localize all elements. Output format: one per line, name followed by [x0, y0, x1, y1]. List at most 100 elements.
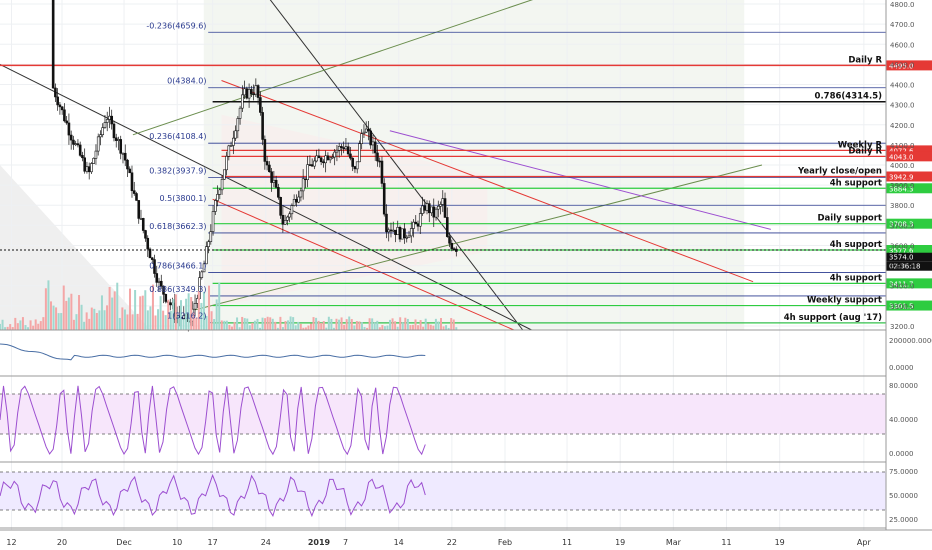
fib-label: 1(3216.2): [167, 312, 206, 321]
candle-body: [153, 259, 156, 274]
grid-lines: [0, 0, 886, 530]
time-tick: 11: [562, 538, 572, 547]
time-tick: Mar: [666, 538, 682, 547]
volume-bar: [256, 318, 259, 330]
volume-bar: [95, 313, 98, 330]
candle-body: [247, 89, 251, 99]
volume-bar: [427, 323, 430, 330]
candle-body: [128, 168, 132, 174]
volume-bar: [284, 321, 287, 330]
candle-body: [351, 157, 354, 167]
level-tag: 3577.6: [889, 247, 914, 255]
level-tag: 3884.3: [889, 185, 914, 193]
candle-body: [137, 200, 141, 219]
candle-body: [214, 200, 217, 212]
volume-bar: [149, 306, 152, 330]
volume-bar: [65, 300, 68, 330]
volume-bar: [297, 321, 300, 330]
stoch-rsi-line: [0, 385, 426, 456]
fib-label: 0.382(3937.9): [149, 166, 206, 175]
level-tag-bg: [886, 218, 932, 229]
candle-body: [162, 285, 165, 295]
volume-bar: [373, 322, 376, 330]
volume-bar: [422, 326, 425, 330]
volume-bar: [439, 318, 442, 330]
volume-bar: [371, 318, 374, 330]
rsi-line: [0, 473, 426, 518]
candle-body: [274, 179, 278, 188]
volume-bar: [271, 318, 274, 330]
price-axis-bg: [886, 0, 932, 550]
time-tick: 24: [261, 538, 271, 547]
candle-body: [105, 119, 109, 123]
volume-bar: [327, 316, 330, 330]
volume-bar: [322, 321, 325, 330]
fib-label: 0.886(3349.3): [149, 285, 206, 294]
volume-bar: [355, 321, 358, 330]
volume-bar: [279, 316, 282, 330]
candle-body: [243, 88, 246, 96]
volume-bar: [294, 325, 297, 330]
price-tick: 4700.0: [890, 21, 915, 29]
volume-bar: [309, 323, 312, 330]
volume-bar: [44, 288, 47, 330]
candle-body: [432, 206, 436, 218]
candle-body: [400, 228, 404, 240]
candle-body: [450, 242, 454, 249]
rsi-tick: 75.0000: [889, 468, 918, 476]
candle-body: [382, 183, 386, 215]
candle-body: [139, 218, 143, 220]
volume-bar: [394, 321, 397, 330]
volume-bar: [9, 324, 12, 330]
countdown-tag: 02:36:18: [889, 263, 920, 271]
volume-bar: [141, 295, 144, 330]
volume-bar: [304, 327, 307, 330]
volume-bar: [47, 280, 50, 330]
candle-body: [344, 146, 348, 150]
fib-label: 0.236(4108.4): [149, 132, 206, 141]
volume-bar: [429, 324, 432, 330]
candle-body: [452, 248, 456, 250]
price-tick: 3600.0: [890, 242, 915, 250]
candle-body: [223, 169, 226, 180]
candle-body: [225, 155, 228, 171]
volume-bar: [182, 319, 185, 330]
candle-body: [69, 134, 73, 141]
candle-body: [87, 166, 91, 173]
candle-body: [340, 146, 343, 148]
candle-body: [378, 160, 382, 163]
candle-body: [229, 145, 233, 147]
volume-bar: [264, 318, 267, 330]
volume-bar: [37, 323, 40, 330]
volume-bar: [42, 317, 45, 330]
stoch-rsi-band: [0, 394, 886, 434]
volume-bar: [190, 297, 193, 330]
candle-body: [319, 157, 323, 163]
candle-body: [409, 228, 413, 237]
candle-body: [74, 143, 77, 145]
fib-label: 0.786(3466.1): [149, 261, 206, 270]
volume-bar: [131, 314, 134, 330]
volume-bar: [62, 285, 65, 330]
volume-bar: [450, 318, 453, 330]
level-tag-bg: [886, 171, 932, 182]
volume-bar: [75, 314, 78, 330]
fib-label: 0.618(3662.3): [149, 222, 206, 231]
candle-body: [376, 152, 379, 162]
candle-body: [423, 205, 427, 211]
volume-bar: [164, 315, 167, 330]
volume-bar: [391, 318, 394, 330]
candle-body: [218, 189, 222, 195]
volume-bar: [343, 324, 346, 330]
candle-body: [299, 190, 303, 198]
candle-body: [389, 229, 393, 232]
volume-bar: [228, 324, 231, 330]
candle-body: [126, 159, 129, 170]
volume-bar: [29, 320, 32, 330]
candle-body: [144, 230, 147, 239]
candle-body: [205, 246, 208, 265]
volume-bar: [177, 315, 180, 330]
level-label: 4h support: [830, 273, 882, 283]
candle-body: [355, 161, 359, 170]
